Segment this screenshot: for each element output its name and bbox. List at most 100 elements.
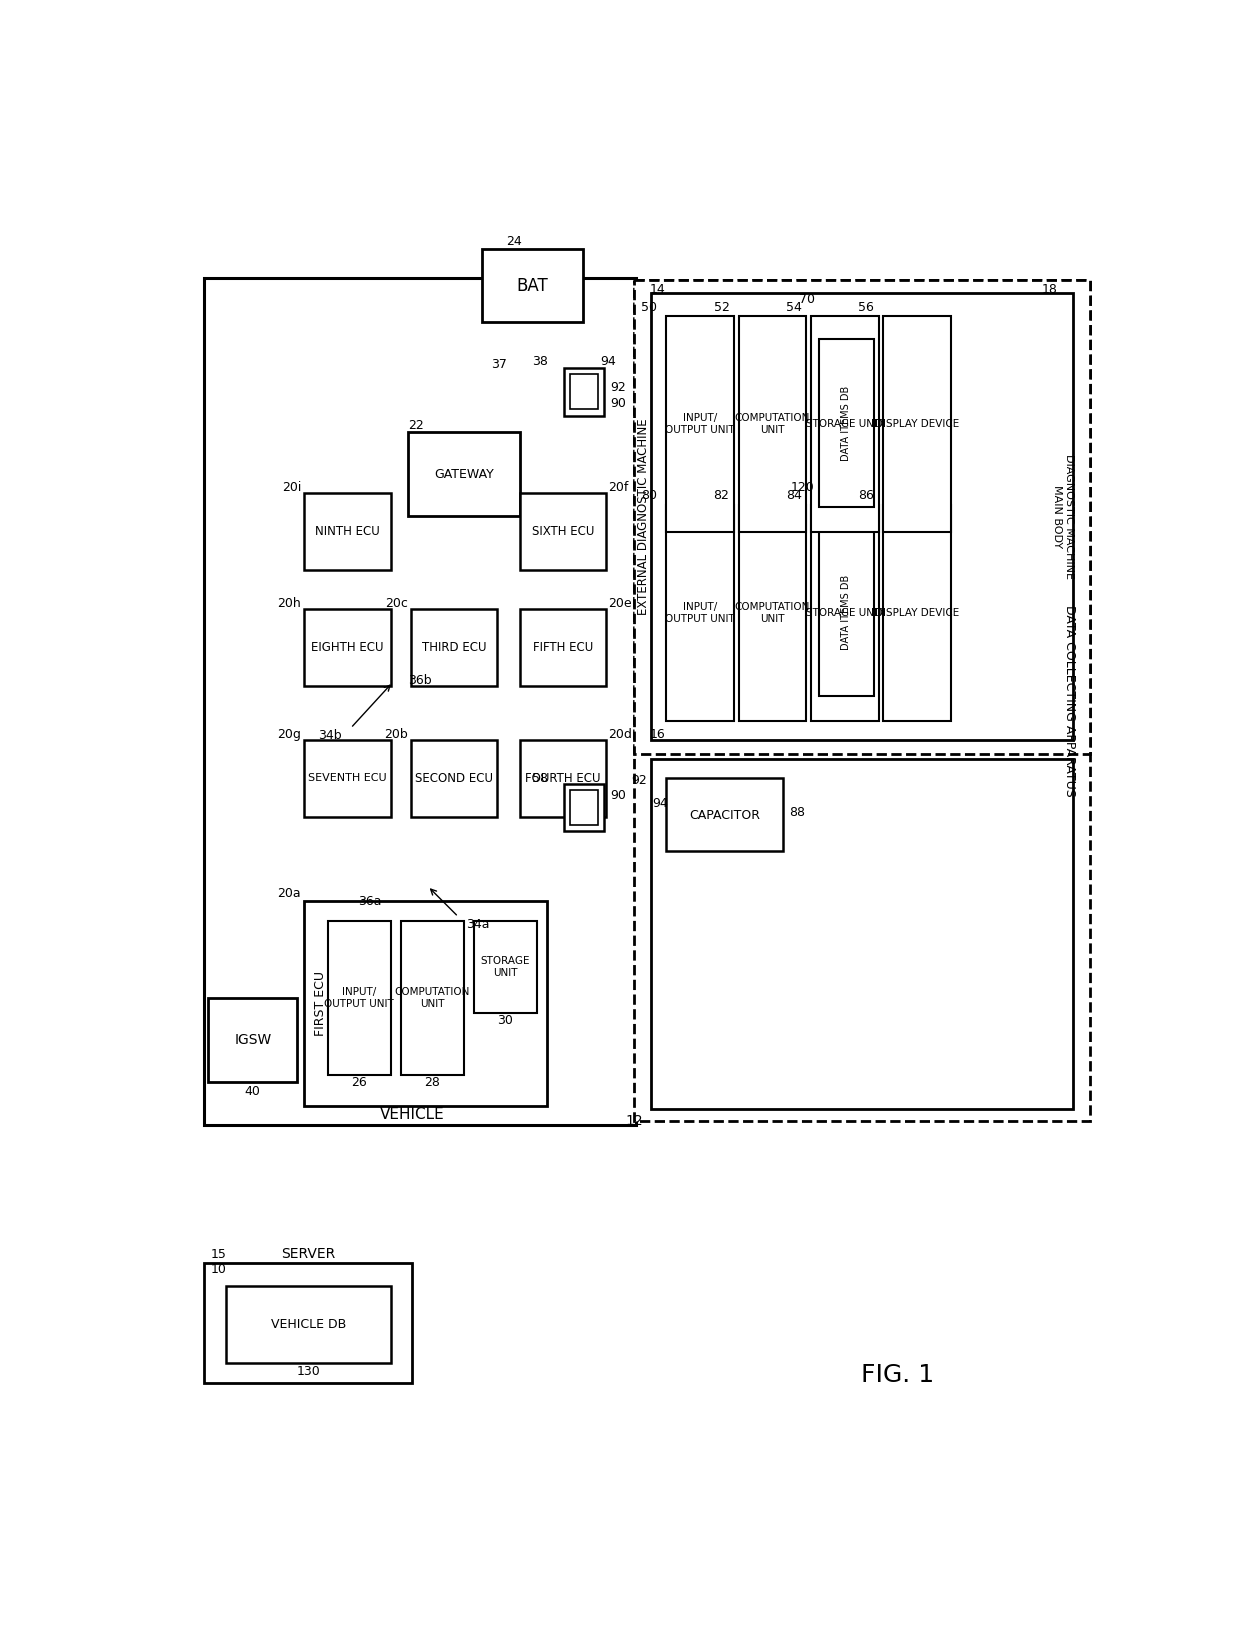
Text: FIG. 1: FIG. 1 [861,1364,934,1387]
Text: BAT: BAT [516,277,548,295]
Bar [634,281,1090,753]
Bar [666,505,734,720]
Text: 15: 15 [211,1247,227,1260]
Text: SECOND ECU: SECOND ECU [414,771,492,784]
Bar [739,505,806,720]
Bar [226,1287,392,1364]
Bar [205,1264,412,1383]
Text: 14: 14 [650,282,665,295]
Text: VEHICLE DB: VEHICLE DB [270,1318,346,1331]
Bar [818,528,874,696]
Bar [401,921,464,1075]
Bar [304,609,391,686]
Text: EIGHTH ECU: EIGHTH ECU [311,642,383,653]
Text: 20f: 20f [609,481,629,494]
Text: 38: 38 [532,354,548,368]
Text: COMPUTATION
UNIT: COMPUTATION UNIT [394,986,470,1009]
Bar [666,778,784,852]
Text: SEVENTH ECU: SEVENTH ECU [309,773,387,783]
Text: 40: 40 [244,1085,260,1098]
Bar [666,317,734,532]
Text: 92: 92 [610,381,626,394]
Text: 92: 92 [631,775,647,788]
Text: 26: 26 [351,1076,367,1090]
Bar [474,921,537,1012]
Text: 20d: 20d [609,729,632,740]
Text: 94: 94 [600,354,616,368]
Bar [520,609,606,686]
Bar [811,505,879,720]
Text: IGSW: IGSW [234,1034,272,1047]
Bar [304,740,391,817]
Text: 20g: 20g [278,729,301,740]
Text: DATA COLLECTING APPARATUS: DATA COLLECTING APPARATUS [1063,604,1075,796]
Text: VEHICLE: VEHICLE [379,1108,445,1122]
Text: 20b: 20b [384,729,408,740]
Text: 12: 12 [625,1114,644,1127]
Text: 20c: 20c [384,597,408,610]
Text: SIXTH ECU: SIXTH ECU [532,525,594,538]
Text: SERVER: SERVER [281,1247,335,1262]
Bar [327,921,391,1075]
Text: 16: 16 [650,729,665,740]
Bar [410,609,497,686]
Text: DATA ITEMS DB: DATA ITEMS DB [842,574,852,650]
Bar [304,494,391,571]
Text: 88: 88 [790,806,806,819]
Text: 24: 24 [506,235,522,248]
Text: DIAGNOSTIC MACHINE
MAIN BODY: DIAGNOSTIC MACHINE MAIN BODY [1052,455,1074,579]
Text: 86: 86 [858,489,874,502]
Bar [811,317,879,532]
Text: THIRD ECU: THIRD ECU [422,642,486,653]
Text: 90: 90 [610,789,626,802]
Bar [634,281,1090,1121]
Text: 58: 58 [532,771,548,784]
Text: FIFTH ECU: FIFTH ECU [533,642,593,653]
Text: 54: 54 [786,300,802,313]
Bar [570,374,598,410]
Text: 20h: 20h [278,597,301,610]
Text: EXTERNAL DIAGNOSTIC MACHINE: EXTERNAL DIAGNOSTIC MACHINE [636,418,650,615]
Bar [205,277,635,1124]
Bar [208,998,296,1083]
Text: 82: 82 [713,489,729,502]
Text: 94: 94 [652,798,668,811]
Text: GATEWAY: GATEWAY [434,468,494,481]
Text: COMPUTATION
UNIT: COMPUTATION UNIT [735,602,810,624]
Text: STORAGE UNIT: STORAGE UNIT [806,607,884,617]
Text: 37: 37 [491,358,507,371]
Bar [410,740,497,817]
Text: 56: 56 [858,300,874,313]
Bar [651,760,1073,1109]
Text: 36a: 36a [358,894,382,907]
Text: 84: 84 [786,489,802,502]
Text: NINTH ECU: NINTH ECU [315,525,379,538]
Text: 28: 28 [424,1076,440,1090]
Bar [651,294,1073,740]
Text: 30: 30 [497,1014,513,1027]
Bar [408,432,520,517]
Text: 18: 18 [1042,282,1058,295]
Text: 34a: 34a [466,917,490,930]
Text: DISPLAY DEVICE: DISPLAY DEVICE [875,607,960,617]
Text: STORAGE UNIT: STORAGE UNIT [806,418,884,428]
Bar [818,340,874,507]
Bar [883,505,951,720]
Text: COMPUTATION
UNIT: COMPUTATION UNIT [735,414,810,435]
Text: 70: 70 [799,292,815,305]
Text: FOURTH ECU: FOURTH ECU [526,771,601,784]
Bar [564,784,604,832]
Text: 36b: 36b [408,674,432,688]
Text: FIRST ECU: FIRST ECU [314,971,326,1037]
Bar [304,901,547,1106]
Text: 20i: 20i [281,481,301,494]
Bar [739,317,806,532]
Bar [520,740,606,817]
Bar [520,494,606,571]
Text: 130: 130 [296,1365,320,1378]
Bar [481,249,583,322]
Text: INPUT/
OUTPUT UNIT: INPUT/ OUTPUT UNIT [324,986,394,1009]
Text: INPUT/
OUTPUT UNIT: INPUT/ OUTPUT UNIT [666,414,735,435]
Text: DATA ITEMS DB: DATA ITEMS DB [842,386,852,461]
Text: 50: 50 [641,300,657,313]
